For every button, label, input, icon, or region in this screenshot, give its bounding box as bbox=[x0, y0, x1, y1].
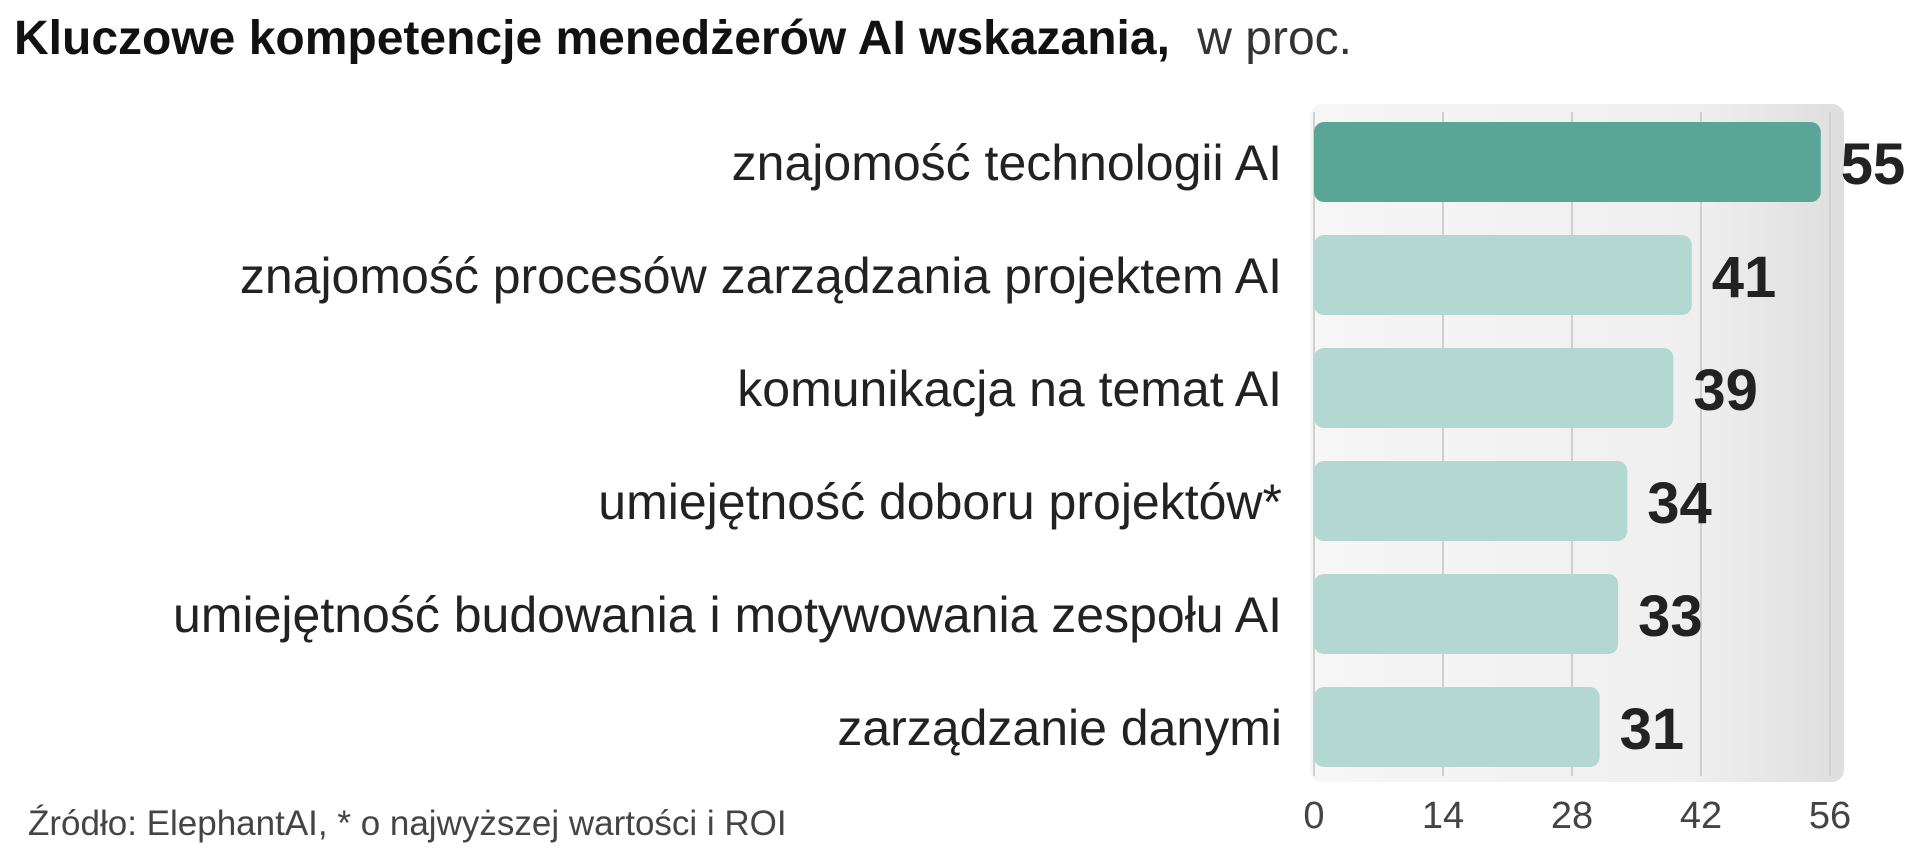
category-label: umiejętność doboru projektów* bbox=[598, 474, 1282, 530]
bar bbox=[1314, 122, 1821, 202]
plot-background bbox=[1310, 104, 1844, 782]
x-tick-label: 56 bbox=[1809, 795, 1851, 837]
bar bbox=[1314, 235, 1692, 315]
category-label: znajomość technologii AI bbox=[732, 135, 1282, 191]
category-label: komunikacja na temat AI bbox=[737, 361, 1282, 417]
value-label: 31 bbox=[1620, 697, 1685, 762]
category-labels: znajomość technologii AI znajomość proces… bbox=[173, 135, 1282, 756]
chart-title-main: Kluczowe kompetencje menedżerów AI wskaz… bbox=[14, 12, 1170, 65]
bar bbox=[1314, 574, 1619, 654]
category-label: znajomość procesów zarządzania projektem… bbox=[240, 248, 1282, 304]
bar bbox=[1314, 348, 1674, 428]
bar bbox=[1314, 687, 1600, 767]
x-axis-ticks: 0 14 28 42 56 bbox=[1303, 795, 1851, 837]
value-label: 55 bbox=[1841, 132, 1906, 197]
x-tick-label: 0 bbox=[1303, 795, 1324, 837]
category-label: zarządzanie danymi bbox=[837, 700, 1282, 756]
bar bbox=[1314, 461, 1628, 541]
bars bbox=[1314, 122, 1821, 767]
chart-title-unit: w proc. bbox=[1196, 12, 1352, 65]
value-label: 34 bbox=[1647, 471, 1712, 536]
x-tick-label: 28 bbox=[1551, 795, 1593, 837]
chart-title: Kluczowe kompetencje menedżerów AI wskaz… bbox=[14, 12, 1352, 65]
source-note: Źródło: ElephantAI, * o najwyższej warto… bbox=[28, 804, 787, 843]
value-label: 33 bbox=[1638, 584, 1703, 649]
value-label: 39 bbox=[1693, 358, 1758, 423]
value-labels: 55 41 39 34 33 31 bbox=[1620, 132, 1906, 762]
value-label: 41 bbox=[1712, 245, 1777, 310]
x-tick-label: 42 bbox=[1680, 795, 1722, 837]
grid-lines bbox=[1313, 112, 1831, 776]
x-tick-label: 14 bbox=[1422, 795, 1464, 837]
category-label: umiejętność budowania i motywowania zesp… bbox=[173, 587, 1282, 643]
